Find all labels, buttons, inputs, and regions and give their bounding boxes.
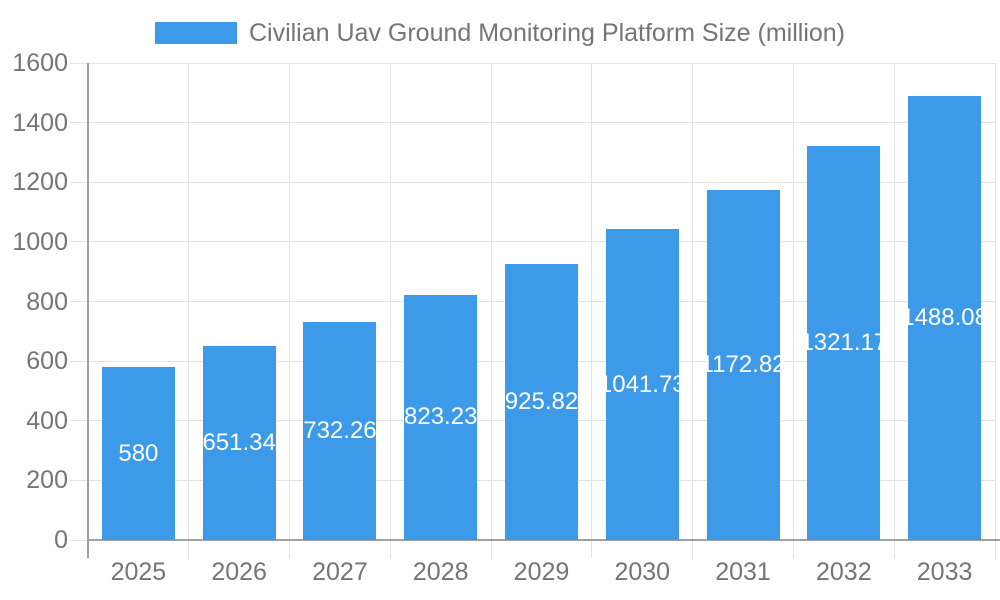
y-axis-tick-label: 1200 [12,168,68,197]
x-gridline [994,63,996,540]
bar-value-label: 1488.08 [901,304,988,332]
x-axis-tick-label: 2026 [211,558,267,586]
bar-value-label: 823.23 [404,403,478,431]
x-gridline [490,63,492,540]
y-gridline [88,241,995,243]
bar[interactable] [505,264,578,540]
x-axis-tick-label: 2029 [513,558,570,586]
x-axis-tick-label: 2028 [412,558,469,586]
x-axis-tick-label: 2027 [312,558,368,586]
x-axis-tick-label: 2032 [816,558,872,586]
bar-value-label: 1041.73 [598,370,686,398]
y-axis-tick [70,301,88,302]
y-gridline [88,122,995,124]
x-axis-tick-label: 2030 [614,558,671,586]
x-axis-tick-label: 2031 [715,558,771,586]
y-axis-tick-label: 1600 [12,49,68,77]
plot-area: 0 200 400 600 800 1000 1200 1400 1600 580 2025 651.… [12,49,1000,586]
legend-swatch-icon [154,22,237,44]
y-axis-tick [70,241,88,243]
bar-value-label: 1321.17 [800,329,888,357]
x-gridline [591,63,593,540]
bar[interactable] [908,96,982,540]
y-gridline [88,62,995,64]
y-axis-tick-label: 1400 [12,108,68,137]
bar-value-label: 651.34 [202,428,276,456]
y-axis-tick-label: 800 [26,287,68,316]
x-gridline [692,63,694,540]
bar[interactable] [202,345,276,540]
bar[interactable] [404,294,478,540]
chart-title: Civilian Uav Ground Monitoring Platform … [248,19,846,47]
y-axis-tick [70,360,88,362]
y-axis-tick [70,539,88,541]
y-gridline [88,181,995,183]
y-axis-tick [70,122,88,124]
x-axis-tick [792,540,794,558]
x-axis-tick [994,540,996,558]
bar-value-label: 925.82 [504,387,579,415]
y-axis-tick-label: 400 [26,406,68,435]
x-axis-tick [591,540,593,558]
bar-value-label: 1172.82 [700,351,786,379]
x-axis-tick [692,540,694,558]
y-axis-tick [70,62,88,64]
x-axis-tick [289,540,291,558]
y-axis-tick [70,479,88,481]
y-axis-line [87,63,89,558]
x-gridline [389,63,391,540]
x-gridline [893,63,895,540]
x-axis-tick-label: 2033 [916,558,973,586]
x-axis-tick [893,540,895,558]
x-axis-tick [490,540,492,558]
y-axis-tick [70,181,88,183]
bar[interactable] [706,190,780,540]
bar[interactable] [101,367,175,540]
y-axis-tick [70,420,88,422]
bar[interactable] [303,321,377,540]
bar[interactable] [807,146,881,540]
y-axis-tick-label: 200 [26,466,68,495]
chart-legend[interactable]: Civilian Uav Ground Monitoring Platform … [0,20,1000,46]
x-gridline [792,63,794,540]
bar[interactable] [605,229,679,540]
x-axis-line [88,539,1000,541]
x-gridline [188,63,190,540]
y-axis-tick-label: 1000 [12,227,68,256]
x-axis-tick-label: 2025 [110,558,167,586]
y-axis-tick-label: 600 [26,347,68,376]
x-axis-tick [188,540,190,558]
y-axis-tick-label: 0 [54,526,68,554]
bar-value-label: 580 [118,439,159,467]
bar-value-label: 732.26 [303,416,377,444]
x-axis-tick [389,540,391,558]
x-gridline [289,63,291,540]
